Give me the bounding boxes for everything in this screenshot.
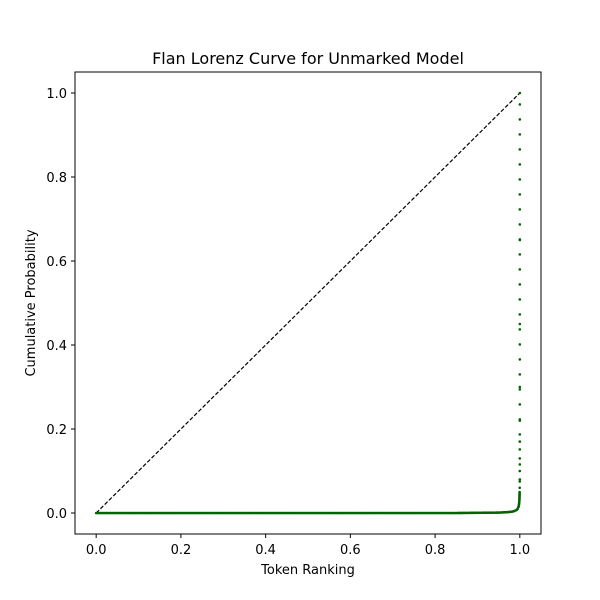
y-tick-label: 0.0 [46,507,67,522]
lorenz-point [518,238,522,241]
lorenz-point [518,133,522,136]
lorenz-point [518,385,522,389]
y-tick-label: 0.6 [46,255,67,270]
lorenz-point [518,193,522,196]
lorenz-point [518,223,522,226]
lorenz-point [518,283,522,286]
lorenz-point [518,118,522,121]
x-tick-label: 0.4 [255,543,276,558]
lorenz-point [518,388,522,391]
lorenz-point [518,480,522,483]
x-tick-label: 0.0 [86,543,107,558]
x-tick-label: 0.8 [425,543,446,558]
lorenz-point [518,490,521,494]
lorenz-point [518,163,522,166]
y-tick-label: 0.4 [46,339,67,354]
lorenz-point [518,343,522,346]
plot-frame [74,71,542,535]
equality-line [95,92,521,514]
lorenz-point [518,433,522,436]
lorenz-point [518,268,522,271]
lorenz-point [518,298,522,301]
x-tick-label: 1.0 [509,543,530,558]
lorenz-point [518,208,522,211]
lorenz-point [518,463,522,466]
lorenz-point [518,91,522,95]
lorenz-point [518,373,522,376]
y-tick-label: 1.0 [46,87,67,102]
lorenz-point [518,403,522,406]
y-axis: 0.0 0.2 0.4 0.6 0.8 1.0 [46,87,75,522]
y-axis-label: Cumulative Probability [24,229,39,376]
x-tick-label: 0.6 [340,543,361,558]
lorenz-point [518,103,522,106]
x-tick-label: 0.2 [171,543,192,558]
lorenz-point [518,469,522,473]
plot-area [94,91,522,515]
x-axis-label: Token Ranking [260,563,355,578]
lorenz-point [518,313,522,316]
lorenz-point [518,457,522,460]
lorenz-point [518,486,521,490]
lorenz-point [518,478,522,481]
lorenz-point [518,418,522,421]
chart-title: Flan Lorenz Curve for Unmarked Model [152,49,464,68]
lorenz-point [518,358,522,361]
lorenz-point [518,178,522,181]
lorenz-point [518,328,522,331]
lorenz-point [518,322,522,326]
lorenz-point [518,448,522,451]
y-tick-label: 0.8 [46,171,67,186]
lorenz-point [518,253,522,256]
y-tick-label: 0.2 [46,423,67,438]
x-axis: 0.0 0.2 0.4 0.6 0.8 1.0 [86,534,530,558]
lorenz-point [518,148,522,151]
lorenz-point [518,440,522,443]
